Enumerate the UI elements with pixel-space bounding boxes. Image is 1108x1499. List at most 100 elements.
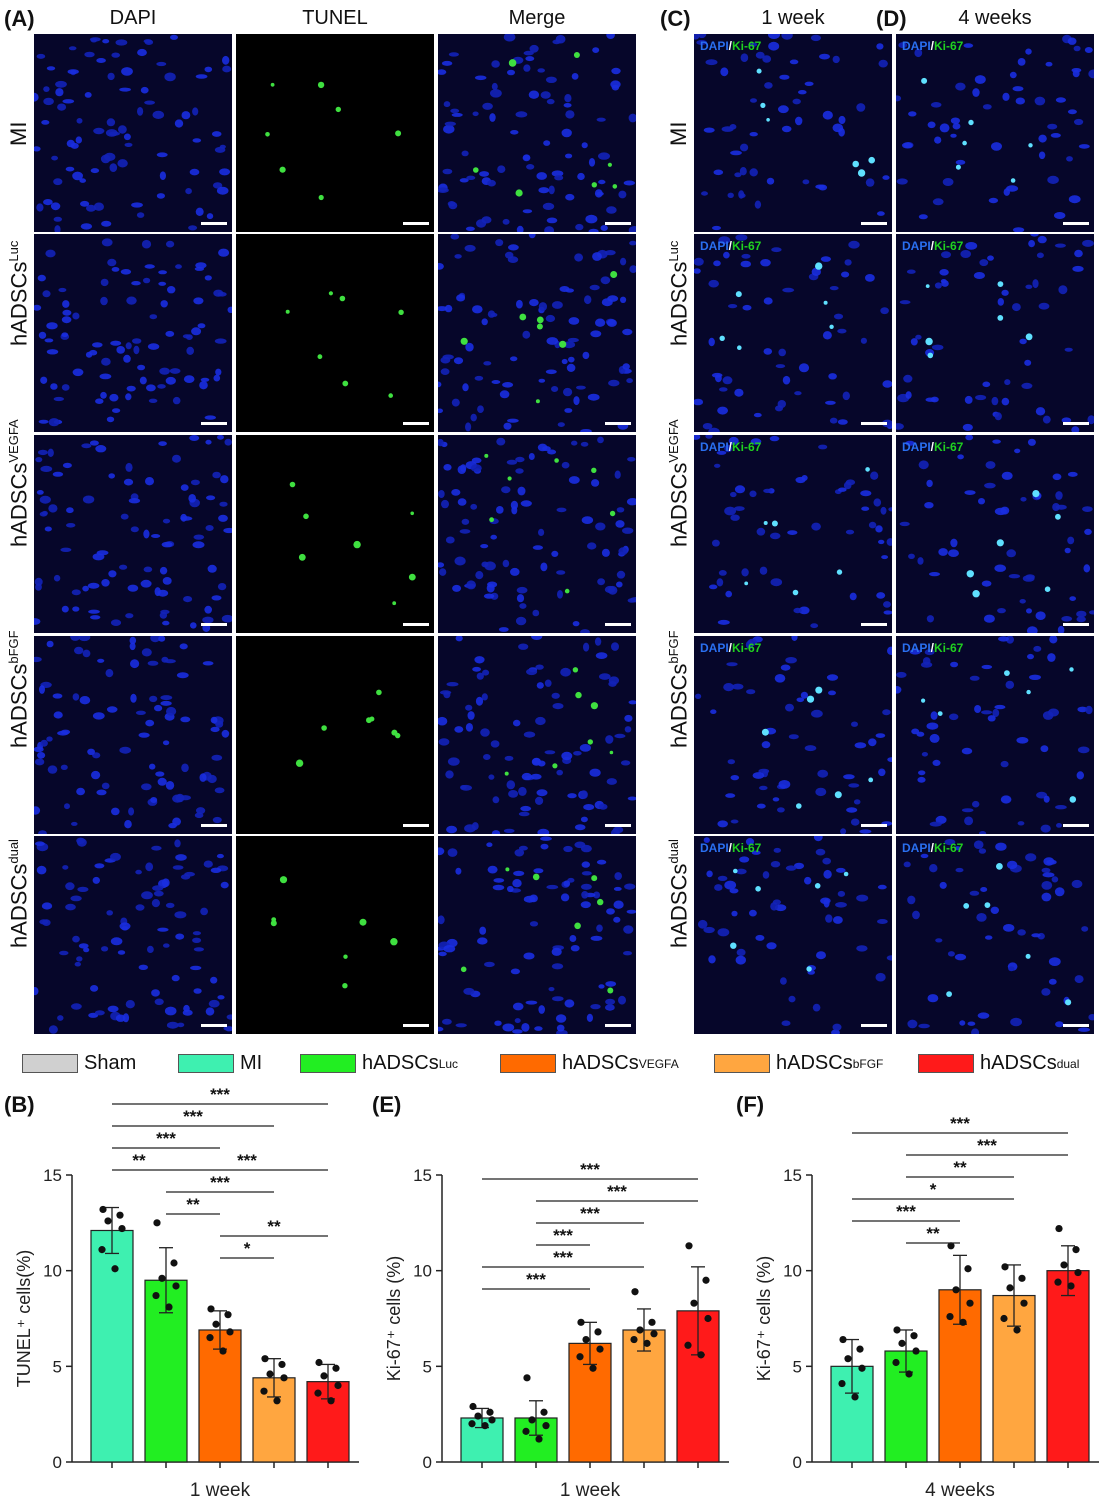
data-point — [152, 1291, 160, 1300]
row-label-text: hADSCs — [666, 462, 692, 548]
stain-label: DAPI/Ki-67 — [700, 239, 761, 253]
stain-label-slash: / — [930, 641, 935, 655]
stain-label-slash: / — [728, 440, 733, 454]
significance-label: *** — [896, 1202, 916, 1221]
row-label: hADSCsdual — [666, 839, 692, 948]
scale-bar — [605, 1024, 631, 1027]
data-point — [582, 1335, 590, 1344]
stain-label-slash: / — [728, 641, 733, 655]
data-point — [856, 1345, 864, 1353]
scale-bar — [861, 422, 887, 425]
data-point — [111, 1265, 119, 1273]
merge-micrograph — [438, 435, 636, 633]
data-point — [946, 1312, 954, 1321]
ki67-micrograph: DAPI/Ki-67 — [896, 435, 1094, 633]
significance-label: ** — [132, 1151, 146, 1170]
data-point — [1055, 1224, 1063, 1233]
dapi-micrograph — [34, 636, 232, 834]
row-label-text: hADSCs — [6, 863, 32, 949]
legend-item: hADSCs dual — [918, 1052, 1079, 1075]
legend-item: hADSCs Luc — [300, 1052, 458, 1075]
merge-micrograph — [438, 836, 636, 1034]
stain-label: DAPI/Ki-67 — [902, 841, 963, 855]
significance-label: *** — [580, 1204, 600, 1223]
data-point — [165, 1303, 173, 1311]
legend-superscript: Luc — [438, 1056, 459, 1071]
significance-label: ** — [186, 1195, 200, 1214]
legend-label: Sham — [84, 1052, 137, 1074]
row-label-text: hADSCs — [6, 261, 32, 347]
tunel-micrograph — [236, 636, 434, 834]
scale-bar — [1063, 824, 1089, 827]
data-point — [596, 1345, 604, 1353]
ki67-micrograph: DAPI/Ki-67 — [896, 34, 1094, 232]
data-point — [334, 1381, 342, 1390]
data-point — [468, 1420, 476, 1428]
data-point — [528, 1416, 536, 1424]
legend-swatch — [22, 1054, 78, 1073]
data-point — [488, 1416, 496, 1424]
data-point — [469, 1402, 477, 1411]
tunel-micrograph — [236, 34, 434, 232]
data-point — [952, 1286, 960, 1294]
significance-label: *** — [237, 1151, 257, 1170]
data-point — [1020, 1299, 1028, 1307]
y-tick-label: 15 — [43, 1166, 62, 1185]
data-point — [540, 1408, 548, 1416]
tunel-micrograph — [236, 234, 434, 432]
column-header-1-week: 1 week — [761, 7, 825, 29]
data-point — [170, 1259, 178, 1267]
data-point — [99, 1205, 107, 1214]
data-point — [104, 1217, 112, 1225]
scale-bar — [1063, 623, 1089, 626]
data-point — [839, 1335, 847, 1344]
legend-swatch — [714, 1054, 770, 1073]
y-tick-label: 10 — [413, 1262, 432, 1281]
stain-label-dapi: DAPI — [700, 39, 729, 53]
scale-bar — [201, 1024, 227, 1027]
dapi-micrograph — [34, 836, 232, 1034]
y-axis-label: Ki-67⁺ cells (%) — [754, 1256, 774, 1382]
legend-item: MI — [178, 1052, 262, 1075]
row-label-superscript: VEGFA — [6, 419, 21, 463]
data-point — [118, 1224, 126, 1233]
panel-label-d: (D) — [876, 6, 907, 31]
scale-bar — [201, 623, 227, 626]
stain-label: DAPI/Ki-67 — [700, 39, 761, 53]
stain-label: DAPI/Ki-67 — [700, 641, 761, 655]
significance-label: *** — [526, 1270, 546, 1289]
row-label-superscript: dual — [666, 839, 681, 864]
stain-label-ki67: Ki-67 — [934, 841, 964, 855]
data-point — [266, 1370, 274, 1378]
data-point — [1054, 1278, 1062, 1286]
legend-swatch — [500, 1054, 556, 1073]
ki67-micrograph: DAPI/Ki-67 — [694, 636, 892, 834]
stain-label-dapi: DAPI — [700, 440, 729, 454]
stain-label-slash: / — [930, 440, 935, 454]
significance-label: *** — [183, 1107, 203, 1126]
data-point — [947, 1242, 955, 1250]
significance-label: * — [244, 1239, 251, 1258]
significance-label: * — [930, 1180, 937, 1199]
data-point — [224, 1311, 232, 1319]
chart-e-ki67-1-week: 0 5 10 15 Ki-67⁺ cells (%) 1 week *** *** *** ***… — [384, 1160, 729, 1499]
stain-label-ki67: Ki-67 — [732, 239, 762, 253]
legend-superscript: VEGFA — [638, 1056, 679, 1071]
ki67-micrograph: DAPI/Ki-67 — [896, 234, 1094, 432]
panel-label-b: (B) — [4, 1092, 35, 1117]
scale-bar — [201, 222, 227, 225]
significance-label: *** — [607, 1182, 627, 1201]
significance-label: *** — [156, 1129, 176, 1148]
legend-superscript: bFGF — [852, 1056, 884, 1071]
stain-label-ki67: Ki-67 — [934, 440, 964, 454]
scale-bar — [605, 623, 631, 626]
data-point — [1074, 1268, 1082, 1277]
data-point — [589, 1364, 597, 1372]
x-axis-label: 1 week — [560, 1480, 621, 1499]
row-label-text: MI — [666, 121, 691, 146]
significance-label: ** — [926, 1224, 940, 1243]
data-point — [542, 1422, 550, 1430]
y-tick-label: 15 — [413, 1166, 432, 1185]
data-point — [685, 1242, 693, 1250]
stain-label-ki67: Ki-67 — [732, 39, 762, 53]
